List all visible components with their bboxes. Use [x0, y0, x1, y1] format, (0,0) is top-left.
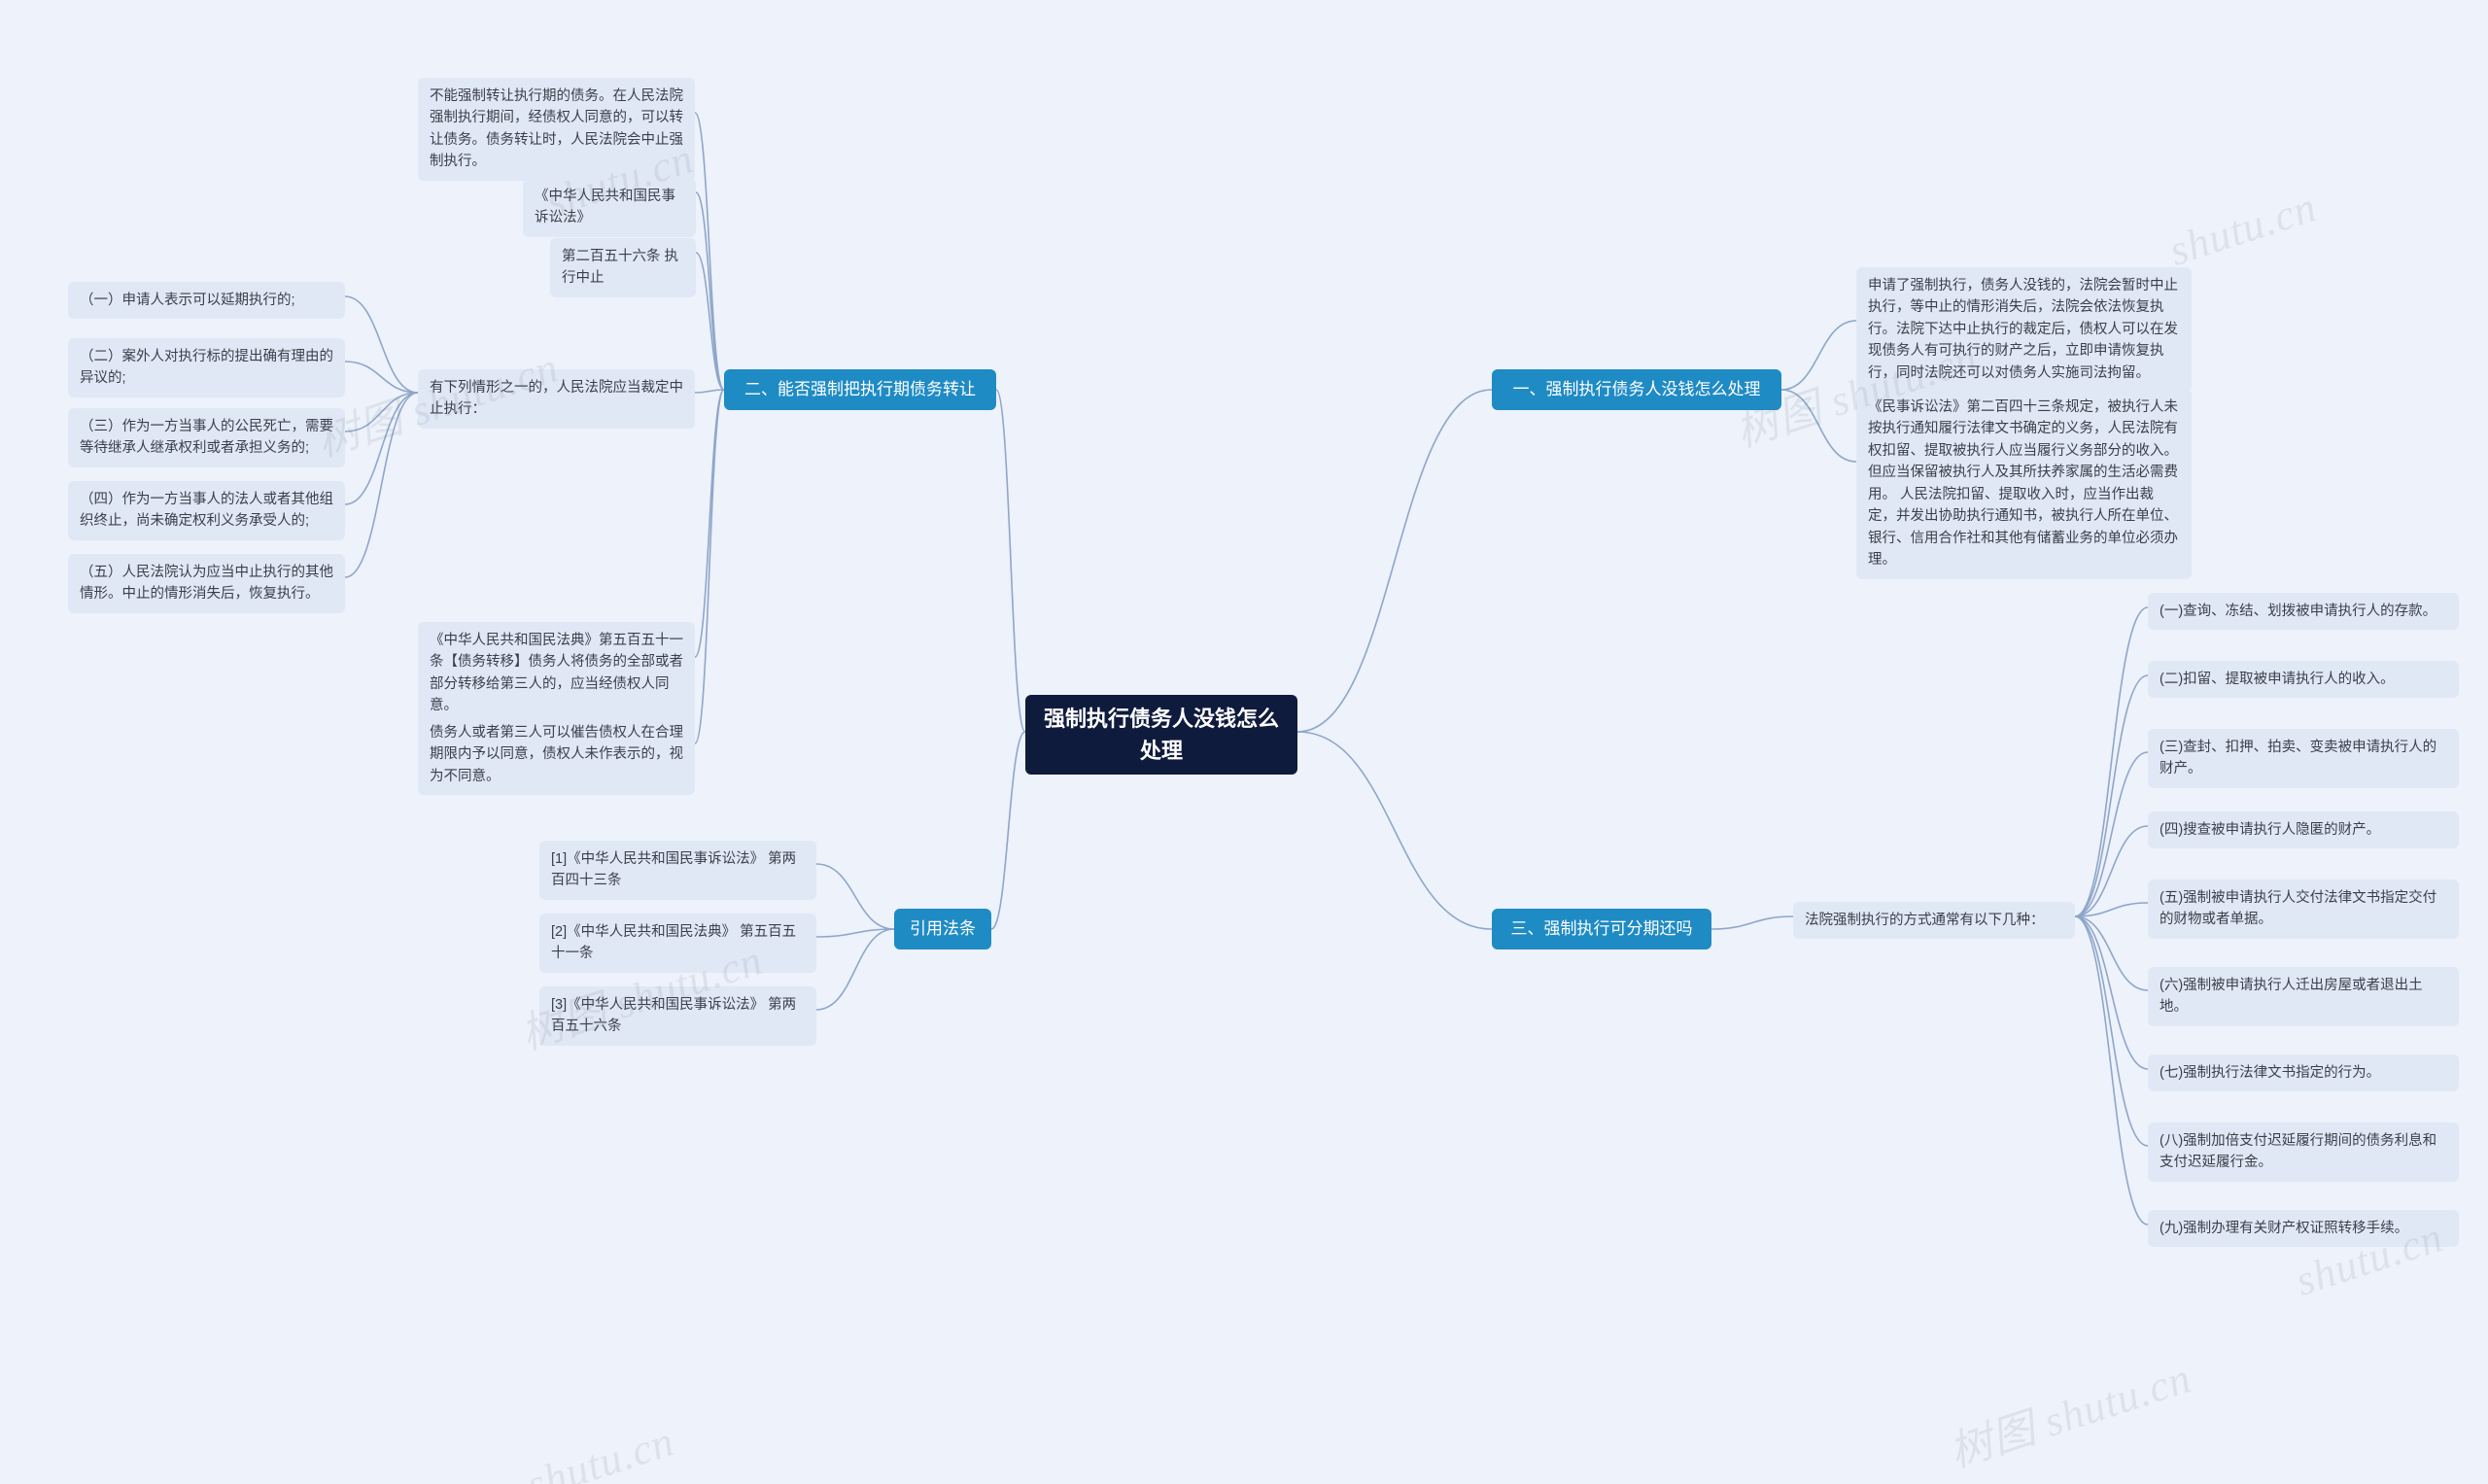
- b2c4b: （二）案外人对执行标的提出确有理由的异议的;: [68, 338, 345, 397]
- root: 强制执行债务人没钱怎么 处理: [1025, 695, 1297, 775]
- b2c5: 《中华人民共和国民法典》第五百五十一条【债务转移】债务人将债务的全部或者部分转移…: [418, 622, 695, 725]
- b2c2: 《中华人民共和国民事诉讼法》: [523, 178, 696, 237]
- b2: 二、能否强制把执行期债务转让: [724, 369, 996, 410]
- b3c7: (七)强制执行法律文书指定的行为。: [2148, 1054, 2459, 1091]
- watermark: shutu.cn: [2163, 182, 2323, 276]
- b3c2: (二)扣留、提取被申请执行人的收入。: [2148, 661, 2459, 698]
- b2c4c: （三）作为一方当事人的公民死亡，需要等待继承人继承权利或者承担义务的;: [68, 408, 345, 467]
- b2c6: 债务人或者第三人可以催告债权人在合理期限内予以同意，债权人未作表示的，视为不同意…: [418, 714, 695, 795]
- b2c4: 有下列情形之一的，人民法院应当裁定中止执行：: [418, 369, 695, 429]
- b3c9: (九)强制办理有关财产权证照转移手续。: [2148, 1210, 2459, 1247]
- b3c8: (八)强制加倍支付迟延履行期间的债务利息和支付迟延履行金。: [2148, 1122, 2459, 1182]
- b2c4a: （一）申请人表示可以延期执行的;: [68, 282, 345, 319]
- b3: 三、强制执行可分期还吗: [1492, 909, 1711, 949]
- b2c4d: （四）作为一方当事人的法人或者其他组织终止，尚未确定权利义务承受人的;: [68, 481, 345, 540]
- b3c5: (五)强制被申请执行人交付法律文书指定交付的财物或者单据。: [2148, 880, 2459, 939]
- b1: 一、强制执行债务人没钱怎么处理: [1492, 369, 1781, 410]
- b2c4e: （五）人民法院认为应当中止执行的其他情形。中止的情形消失后，恢复执行。: [68, 554, 345, 613]
- b3c4: (四)搜查被申请执行人隐匿的财产。: [2148, 811, 2459, 848]
- b3c6: (六)强制被申请执行人迁出房屋或者退出土地。: [2148, 967, 2459, 1026]
- b4c1: [1]《中华人民共和国民事诉讼法》 第两百四十三条: [539, 841, 816, 900]
- b3c3: (三)查封、扣押、拍卖、变卖被申请执行人的财产。: [2148, 729, 2459, 788]
- b2c1: 不能强制转让执行期的债务。在人民法院强制执行期间，经债权人同意的，可以转让债务。…: [418, 78, 695, 181]
- b1c1: 申请了强制执行，债务人没钱的，法院会暂时中止执行，等中止的情形消失后，法院会依法…: [1856, 267, 2192, 392]
- b4c2: [2]《中华人民共和国民法典》 第五百五十一条: [539, 914, 816, 973]
- mindmap-canvas: 强制执行债务人没钱怎么 处理 一、强制执行债务人没钱怎么处理 申请了强制执行，债务人…: [0, 0, 2488, 1484]
- watermark: 树图 shutu.cn: [1940, 1343, 2197, 1480]
- b3c0: 法院强制执行的方式通常有以下几种：: [1793, 902, 2075, 939]
- b2c3: 第二百五十六条 执行中止: [550, 238, 696, 297]
- watermark: shutu.cn: [521, 1416, 680, 1484]
- b4c3: [3]《中华人民共和国民事诉讼法》 第两百五十六条: [539, 986, 816, 1046]
- b3c1: (一)查询、冻结、划拨被申请执行人的存款。: [2148, 593, 2459, 630]
- b1c2: 《民事诉讼法》第二百四十三条规定，被执行人未按执行通知履行法律文书确定的义务，人…: [1856, 389, 2192, 579]
- b4: 引用法条: [894, 909, 991, 949]
